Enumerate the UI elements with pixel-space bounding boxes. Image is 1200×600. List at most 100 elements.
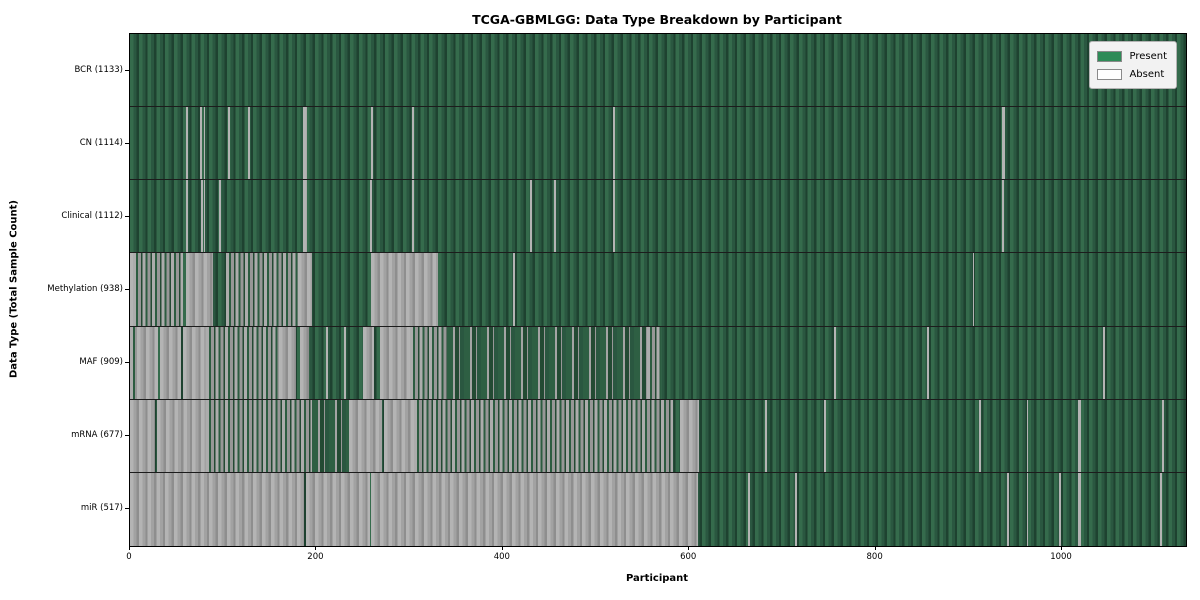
absent-segment [370, 180, 373, 253]
x-tick-label-0: 0 [126, 552, 132, 562]
absent-segment [1077, 399, 1081, 472]
y-tick-label-CN: CN (1114) [79, 137, 123, 148]
legend-label: Present [1129, 50, 1167, 62]
legend-item-absent: Absent [1097, 65, 1167, 83]
absent-segment [612, 107, 615, 180]
mixed-segment [226, 253, 298, 326]
absent-segment [979, 399, 981, 472]
row-mRNA [130, 399, 1186, 473]
chart-title: TCGA-GBMLGG: Data Type Breakdown by Part… [472, 12, 842, 27]
x-tick-label-200: 200 [307, 552, 324, 562]
absent-segment [185, 253, 213, 326]
x-tick-mark [874, 546, 876, 550]
mixed-segment [446, 326, 648, 399]
absent-segment [325, 326, 328, 399]
absent-segment [384, 399, 415, 472]
absent-segment [185, 107, 188, 180]
absent-segment [412, 107, 415, 180]
absent-segment [185, 180, 188, 253]
absent-segment [1077, 472, 1081, 546]
x-tick-label-800: 800 [866, 552, 883, 562]
absent-segment [1026, 399, 1029, 472]
absent-segment [303, 180, 308, 253]
absent-segment [306, 472, 370, 546]
absent-segment [1026, 472, 1029, 546]
absent-segment [926, 326, 929, 399]
absent-segment [529, 180, 532, 253]
absent-segment [379, 326, 410, 399]
x-tick-mark [501, 546, 503, 550]
x-axis-label: Participant [625, 573, 689, 584]
absent-segment [159, 326, 182, 399]
absent-segment [972, 253, 975, 326]
absent-segment [299, 326, 309, 399]
y-tick-label-miR: miR (517) [80, 503, 123, 514]
plot-area [129, 33, 1187, 547]
x-tick-mark [129, 546, 130, 550]
y-tick-label-Clinical: Clinical (1112) [61, 210, 123, 221]
absent-segment [371, 107, 374, 180]
legend-swatch-absent [1097, 68, 1123, 80]
y-tick-mark [125, 362, 129, 364]
absent-segment [248, 107, 251, 180]
legend-label: Absent [1129, 68, 1165, 80]
absent-segment [130, 472, 305, 546]
absent-segment [183, 326, 207, 399]
mixed-segment [206, 326, 280, 399]
mixed-segment [130, 326, 138, 399]
absent-segment [1159, 472, 1162, 546]
absent-segment [303, 107, 308, 180]
absent-segment [764, 399, 767, 472]
mixed-segment [311, 399, 350, 472]
row-Clinical [130, 180, 1186, 254]
row-MAF [130, 326, 1186, 400]
absent-segment [200, 180, 203, 253]
absent-segment [824, 399, 827, 472]
absent-segment [130, 399, 156, 472]
y-tick-label-BCR: BCR (1133) [74, 64, 124, 75]
absent-segment [1059, 472, 1062, 546]
absent-segment [297, 253, 312, 326]
absent-segment [1161, 399, 1164, 472]
y-tick-mark [125, 69, 129, 71]
y-tick-label-MAF: MAF (909) [79, 357, 123, 368]
absent-segment [137, 326, 158, 399]
y-tick-label-Methylation: Methylation (938) [47, 284, 123, 294]
y-tick-mark [125, 215, 129, 217]
y-tick-mark [125, 435, 129, 437]
x-tick-mark [688, 546, 690, 550]
absent-segment [1002, 107, 1006, 180]
absent-segment [554, 180, 556, 253]
mixed-segment [647, 326, 662, 399]
y-tick-mark [125, 508, 129, 510]
absent-segment [612, 180, 615, 253]
absent-segment [371, 253, 438, 326]
absent-segment [371, 472, 698, 546]
absent-segment [412, 180, 415, 253]
absent-segment [203, 107, 206, 180]
mixed-segment [206, 399, 312, 472]
absent-segment [363, 326, 375, 399]
mixed-segment [414, 399, 674, 472]
mixed-segment [409, 326, 447, 399]
x-tick-label-1000: 1000 [1050, 552, 1072, 562]
absent-segment [279, 326, 296, 399]
absent-segment [1002, 180, 1005, 253]
absent-segment [1007, 472, 1009, 546]
row-miR [130, 472, 1186, 546]
absent-segment [349, 399, 382, 472]
legend: Present Absent [1089, 41, 1177, 89]
absent-segment [227, 107, 230, 180]
absent-segment [1103, 326, 1105, 399]
row-BCR [130, 34, 1186, 108]
absent-segment [203, 180, 206, 253]
y-tick-mark [125, 289, 129, 290]
x-tick-mark [1061, 546, 1063, 550]
absent-segment [344, 326, 347, 399]
y-tick-label-mRNA: mRNA (677) [71, 430, 123, 441]
x-tick-mark [315, 546, 317, 550]
row-Methylation [130, 253, 1186, 327]
row-CN [130, 107, 1186, 181]
absent-segment [199, 107, 202, 180]
